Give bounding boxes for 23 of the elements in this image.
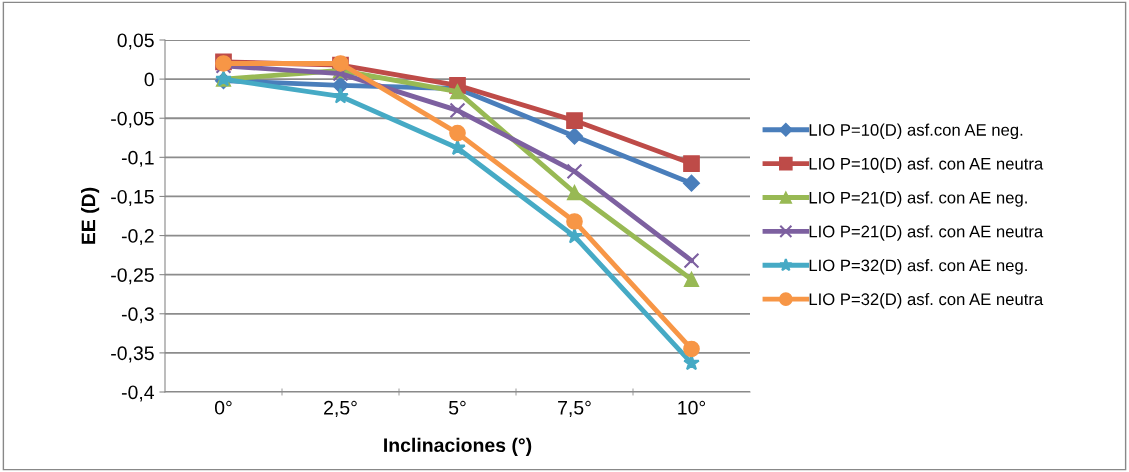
x-tick-label: 7,5° [558, 400, 591, 417]
x-axis-title: Inclinaciones (°) [384, 437, 532, 456]
y-tick-label: -0,05 [111, 111, 154, 128]
legend-label: LIO P=10(D) asf.con AE neg. [809, 123, 1023, 140]
x-tick-label: 0° [214, 400, 232, 415]
x-tick-label: 2,5° [324, 400, 357, 417]
y-tick-label: -0,2 [121, 229, 154, 246]
y-axis-title: EE (D) [81, 187, 100, 244]
y-tick-label: -0,4 [121, 385, 155, 402]
legend-label: LIO P=21(D) asf. con AE neutra [809, 225, 1044, 241]
legend-label: LIO P=21(D) asf. con AE neg. [809, 191, 1027, 207]
legend-label: LIO P=10(D) asf. con AE neutra [809, 157, 1044, 173]
x-tick-label: 5° [448, 400, 466, 415]
y-tick-label: 0 [144, 72, 154, 87]
y-tick-label: -0,25 [111, 268, 154, 285]
legend-label: LIO P=32(D) asf. con AE neutra [809, 292, 1044, 309]
y-tick-label: -0,35 [111, 346, 154, 363]
x-tick-label: 10° [678, 400, 706, 415]
y-tick-label: 0,05 [117, 33, 154, 50]
y-tick-label: -0,3 [121, 307, 154, 324]
legend-label: LIO P=32(D) asf. con AE neg. [809, 259, 1027, 275]
y-tick-label: -0,1 [121, 150, 154, 167]
y-tick-label: -0,15 [111, 189, 154, 206]
